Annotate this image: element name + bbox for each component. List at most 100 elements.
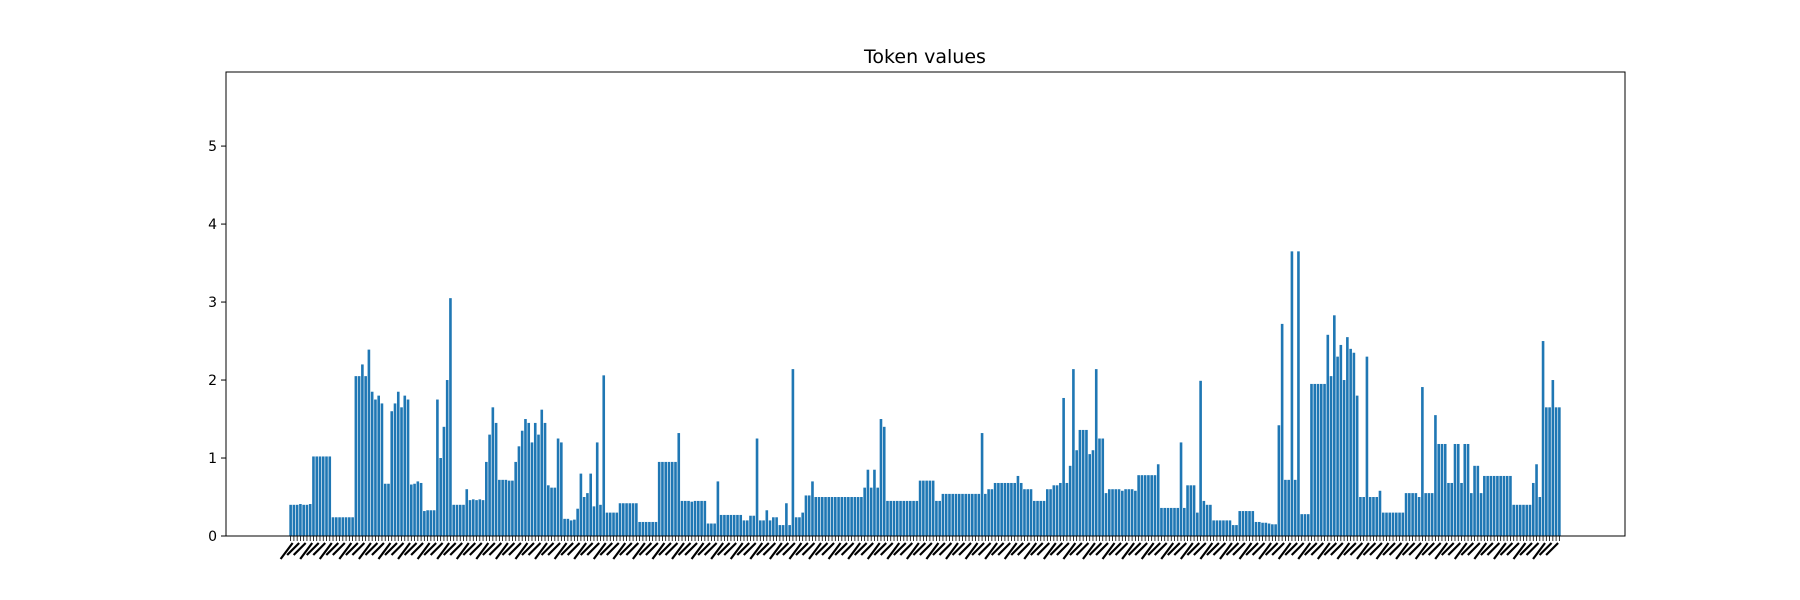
bar (1006, 482, 1010, 536)
bar (1186, 485, 1189, 536)
bar (1359, 497, 1362, 536)
x-tick-label-glyphs (1075, 542, 1090, 556)
x-tick-label-glyphs (964, 542, 979, 560)
x-tick-label-glyphs (371, 542, 385, 556)
x-tick-label-glyphs (1160, 542, 1175, 560)
bar (524, 419, 527, 536)
bar (690, 501, 694, 536)
x-tick-label-glyphs (1303, 542, 1318, 556)
bar (1111, 489, 1114, 536)
bar (710, 523, 713, 536)
bar (1212, 520, 1215, 536)
x-tick-label-glyphs (1251, 542, 1266, 556)
x-tick-label-glyphs (1030, 542, 1044, 556)
bar (1427, 493, 1431, 536)
x-tick-label-glyphs (1486, 542, 1501, 556)
bar (540, 409, 544, 536)
bar (1512, 504, 1516, 536)
bar (863, 487, 866, 536)
x-tick-label-glyphs (1271, 542, 1285, 556)
bar (879, 419, 883, 536)
bar (514, 461, 517, 536)
bar (1554, 407, 1558, 536)
x-tick-label-glyphs (384, 542, 398, 556)
bar (1068, 465, 1072, 536)
bar (406, 399, 410, 536)
bar (403, 395, 407, 536)
bar (752, 515, 756, 536)
x-tick-label-glyphs (1525, 542, 1540, 556)
bar (794, 517, 798, 536)
x-tick-label-glyphs (338, 542, 353, 560)
x-tick-label-glyphs (1408, 542, 1422, 556)
bar (693, 500, 697, 536)
x-tick-label-glyphs (677, 542, 692, 556)
bar (912, 500, 915, 536)
bar (1528, 504, 1532, 536)
bar (530, 442, 534, 536)
bar (449, 298, 452, 536)
x-tick-label-glyphs (1330, 542, 1344, 556)
bar (1502, 475, 1506, 536)
bar (667, 461, 671, 536)
x-tick-label-glyphs (1016, 542, 1031, 556)
x-tick-label-glyphs (866, 542, 881, 560)
bar (1306, 514, 1310, 536)
bar (1284, 479, 1287, 536)
bar (1414, 493, 1418, 536)
bar (1437, 443, 1440, 536)
bar (1319, 383, 1323, 536)
bar (341, 517, 345, 536)
x-tick-label-glyphs (586, 542, 600, 556)
bar (768, 520, 772, 536)
x-tick-label-glyphs (1316, 542, 1331, 560)
bar (560, 442, 563, 536)
x-tick-label-glyphs (873, 542, 888, 556)
bar (299, 504, 302, 536)
bar (1127, 489, 1131, 536)
x-tick-label-glyphs (488, 542, 503, 556)
x-tick-label-glyphs (377, 542, 392, 560)
bar (1293, 479, 1297, 536)
bar (1169, 507, 1173, 536)
x-tick-label-glyphs (619, 542, 633, 556)
bar (1088, 454, 1092, 536)
bar (1443, 443, 1447, 536)
x-tick-label-glyphs (703, 542, 718, 556)
bar (380, 403, 384, 536)
bar (520, 430, 524, 536)
bar (1479, 493, 1483, 536)
bar (501, 479, 504, 536)
bar (1251, 511, 1255, 536)
x-tick-label-glyphs (788, 542, 803, 560)
bar (432, 510, 436, 536)
bar (1509, 475, 1512, 536)
bar (1411, 493, 1414, 536)
bar (1163, 507, 1167, 536)
x-tick-label-glyphs (1356, 542, 1370, 560)
bar (925, 480, 928, 536)
x-tick-label-glyphs (1362, 542, 1377, 556)
bar (387, 483, 390, 536)
x-tick-label-glyphs (1284, 542, 1298, 556)
bar (902, 500, 906, 536)
x-tick-label-glyphs (599, 542, 614, 556)
bar (1404, 493, 1408, 536)
x-tick-label-glyphs (455, 542, 470, 560)
x-tick-label-glyphs (364, 542, 379, 556)
bar (374, 399, 377, 536)
bar (1352, 352, 1356, 536)
bar (1496, 475, 1499, 536)
bar (1049, 489, 1052, 536)
y-tick-label: 2 (208, 373, 217, 389)
bar (1346, 337, 1349, 536)
bar (550, 487, 553, 536)
bar (302, 504, 305, 536)
bar (455, 504, 459, 536)
x-tick-label-glyphs (547, 542, 561, 556)
bar (732, 514, 736, 536)
bar (579, 473, 583, 536)
x-tick-label-glyphs (938, 542, 953, 556)
x-tick-label-glyphs (782, 542, 796, 556)
x-tick-label-glyphs (1310, 542, 1325, 556)
